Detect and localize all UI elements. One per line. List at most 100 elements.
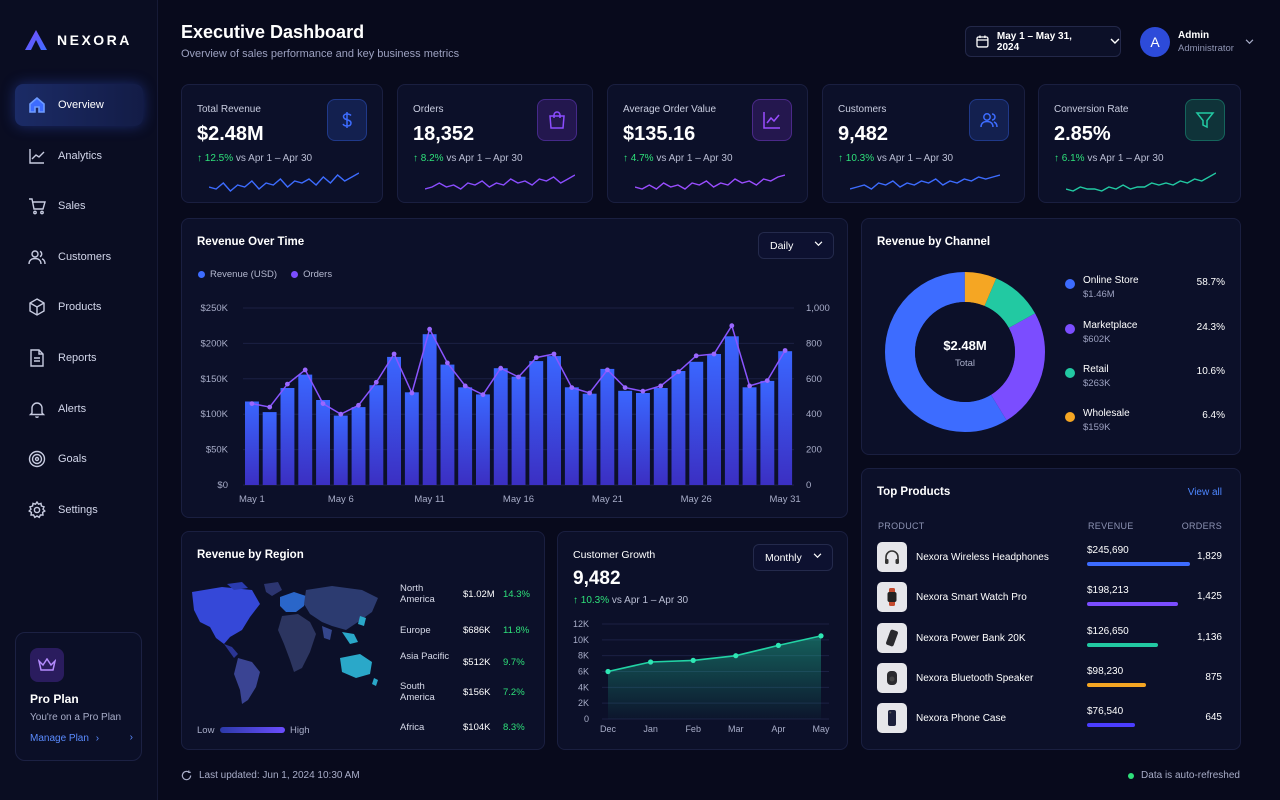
users-icon xyxy=(969,99,1009,141)
orders-point xyxy=(516,374,521,380)
product-orders: 1,136 xyxy=(1196,632,1222,643)
sidebar-item-label: Settings xyxy=(58,503,98,516)
y-left-tick: $100K xyxy=(201,409,229,420)
revenue-bar xyxy=(636,393,650,485)
sidebar-item-alerts[interactable]: Alerts xyxy=(15,388,143,430)
sidebar-item-settings[interactable]: Settings xyxy=(15,489,143,531)
kpi-card-orders[interactable]: Orders 18,352 ↑ 8.2% vs Apr 1 – Apr 30 xyxy=(397,84,593,203)
revenue-bar xyxy=(476,394,490,485)
orders-point xyxy=(693,353,699,359)
sparkline-path xyxy=(635,174,785,190)
product-row[interactable]: Nexora Phone Case $76,540 645 xyxy=(877,703,1222,734)
channel-name: Retail xyxy=(1083,364,1109,375)
region-name: North America xyxy=(400,583,435,605)
product-row[interactable]: Nexora Smart Watch Pro $198,213 1,425 xyxy=(877,582,1222,613)
y-tick: 2K xyxy=(578,698,589,708)
sidebar-item-products[interactable]: Products xyxy=(15,286,143,328)
product-orders: 1,425 xyxy=(1196,591,1222,602)
growth-point xyxy=(818,633,824,639)
revenue-bar xyxy=(387,356,401,485)
growth-point xyxy=(733,653,739,659)
bag-icon xyxy=(537,99,577,141)
product-orders: 1,829 xyxy=(1196,551,1222,562)
revenue-bar xyxy=(369,385,384,485)
orders-point xyxy=(480,392,486,398)
date-range-picker[interactable]: May 1 – May 31, 2024 xyxy=(965,26,1121,57)
cart-icon xyxy=(27,197,46,216)
refresh-status-text: Data is auto-refreshed xyxy=(1141,770,1240,781)
sparkline-path xyxy=(209,172,359,192)
home-icon xyxy=(27,96,46,115)
revenue-bar xyxy=(262,412,277,485)
revenue-chart-legend: Revenue (USD) Orders xyxy=(198,269,332,280)
channel-pct: 58.7% xyxy=(1196,277,1225,288)
product-row[interactable]: Nexora Wireless Headphones $245,690 1,829 xyxy=(877,542,1222,573)
channel-color-dot xyxy=(1065,324,1075,334)
page-title: Executive Dashboard xyxy=(181,22,365,42)
revenue-bar xyxy=(760,380,775,485)
world-map xyxy=(192,582,378,704)
x-tick: May 26 xyxy=(681,494,712,505)
y-tick: 4K xyxy=(578,682,589,692)
orders-point xyxy=(764,378,770,383)
kpi-value: 2.85% xyxy=(1054,123,1111,145)
y-left-tick: $0 xyxy=(217,480,228,491)
revenue-over-time-chart: $250K $200K $150K $100K $50K $0 1,000 800 600 400… xyxy=(201,303,830,505)
growth-point xyxy=(648,659,654,665)
sidebar-item-customers[interactable]: Customers xyxy=(15,236,143,278)
sidebar-item-label: Goals xyxy=(58,453,87,466)
sidebar-item-label: Reports xyxy=(58,351,97,364)
x-tick: May 11 xyxy=(414,494,444,505)
user-menu[interactable]: A Admin Administrator xyxy=(1140,26,1260,57)
user-role: Administrator xyxy=(1178,42,1234,54)
user-meta: Admin Administrator xyxy=(1178,29,1234,55)
pro-plan-card: Pro Plan You're on a Pro Plan Manage Pla… xyxy=(15,632,142,761)
product-revenue: $245,690 xyxy=(1087,545,1129,556)
sidebar-item-overview[interactable]: Overview xyxy=(15,84,143,126)
revenue-bar xyxy=(316,400,330,485)
channel-pct: 6.4% xyxy=(1202,410,1225,421)
kpi-card-customers[interactable]: Customers 9,482 ↑ 10.3% vs Apr 1 – Apr 30 xyxy=(822,84,1025,203)
revenue-bar xyxy=(600,368,615,485)
x-tick: Apr xyxy=(771,724,785,734)
orders-point xyxy=(551,351,557,357)
product-revenue-bar xyxy=(1087,683,1146,687)
channel-chart-title: Revenue by Channel xyxy=(877,236,991,248)
kpi-label: Average Order Value xyxy=(623,104,717,115)
orders-point xyxy=(285,381,290,387)
y-left-tick: $200K xyxy=(201,338,229,349)
map-legend-low: Low xyxy=(197,725,215,736)
kpi-card-average-order-value[interactable]: Average Order Value $135.16 ↑ 4.7% vs Apr … xyxy=(607,84,808,203)
product-row[interactable]: Nexora Bluetooth Speaker $98,230 875 xyxy=(877,663,1222,694)
orders-point xyxy=(605,367,610,373)
revenue-granularity-dropdown[interactable]: Daily xyxy=(758,232,834,259)
calendar-icon xyxy=(976,35,989,48)
orders-point xyxy=(729,323,735,329)
revenue-bar xyxy=(422,334,437,485)
brand-logo[interactable]: NEXORA xyxy=(25,30,132,50)
product-row[interactable]: Nexora Power Bank 20K $126,650 1,136 xyxy=(877,623,1222,654)
orders-point xyxy=(427,326,432,332)
kpi-sparkline xyxy=(209,172,359,192)
orders-point xyxy=(658,383,664,389)
manage-plan-link[interactable]: Manage Plan › › xyxy=(30,732,133,744)
kpi-card-conversion-rate[interactable]: Conversion Rate 2.85% ↑ 6.1% vs Apr 1 – Ap… xyxy=(1038,84,1241,203)
view-all-link[interactable]: View all xyxy=(1187,487,1222,498)
kpi-value: $2.48M xyxy=(197,123,264,145)
revenue-bar xyxy=(440,364,455,485)
revenue-by-region-card: Revenue by Region Low High North America… xyxy=(181,531,545,750)
growth-period-dropdown[interactable]: Monthly xyxy=(753,544,833,571)
product-revenue-bar xyxy=(1087,602,1178,606)
headphones-icon xyxy=(877,542,907,572)
kpi-card-total-revenue[interactable]: Total Revenue $2.48M ↑ 12.5% vs Apr 1 – Ap… xyxy=(181,84,383,203)
sidebar-item-reports[interactable]: Reports xyxy=(15,337,143,379)
trend-icon xyxy=(752,99,792,141)
sidebar-item-sales[interactable]: Sales xyxy=(15,185,143,227)
sidebar-item-goals[interactable]: Goals xyxy=(15,438,143,480)
product-name: Nexora Power Bank 20K xyxy=(916,633,1026,644)
chevron-down-icon xyxy=(813,553,822,559)
revenue-by-channel-card: Revenue by Channel $2.48M Total Online St… xyxy=(861,218,1241,455)
region-name: South America xyxy=(400,681,435,703)
sidebar-item-analytics[interactable]: Analytics xyxy=(15,135,143,177)
revenue-bar xyxy=(778,351,793,485)
